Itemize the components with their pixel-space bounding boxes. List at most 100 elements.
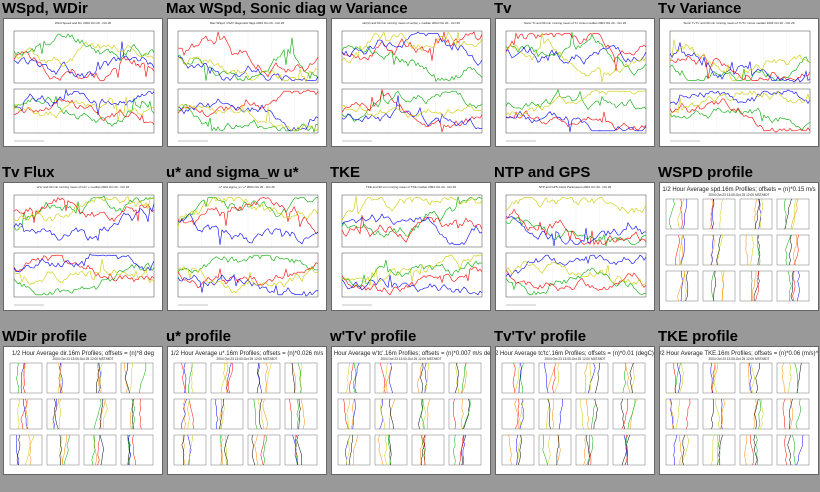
plot-caption: 1/2 Hour Average w'tc'.16m Profiles; off… xyxy=(332,351,490,357)
profile-subplot xyxy=(173,398,207,430)
profile-line xyxy=(417,362,423,394)
profile-line xyxy=(585,434,590,466)
profile-subplot xyxy=(776,198,810,230)
plot-thumbnail-link[interactable]: TKE and 90 min running mean of TKE media… xyxy=(331,182,491,311)
profile-line xyxy=(418,398,423,430)
profile-line xyxy=(263,434,268,466)
profile-line xyxy=(462,398,471,430)
profile-line xyxy=(346,434,351,465)
plot-thumbnail-link[interactable]: w'tv' and 90 min running mean of w'tv' +… xyxy=(3,182,163,311)
panel-title: Max WSpd, Sonic diag xyxy=(166,0,327,17)
series-line xyxy=(13,98,155,125)
profile-line xyxy=(795,398,802,430)
series-line xyxy=(505,254,647,278)
profile-line xyxy=(749,362,752,394)
profile-line xyxy=(462,434,465,466)
profile-line xyxy=(520,362,524,394)
profile-line xyxy=(621,434,630,466)
profile-line xyxy=(258,399,264,430)
series-line xyxy=(505,32,647,72)
profile-line xyxy=(719,198,724,230)
series-line xyxy=(13,197,155,224)
profile-line xyxy=(59,362,63,394)
profile-line xyxy=(677,198,685,230)
series-line xyxy=(13,97,155,121)
panel-title: Tv Flux xyxy=(2,164,55,181)
profile-subplot xyxy=(575,434,609,466)
profile-line xyxy=(627,398,636,430)
profile-line xyxy=(675,234,681,266)
plot-image: Max WSpd, CSAT diagnostic flags 2004 Oct… xyxy=(177,21,319,142)
profile-line xyxy=(350,398,355,430)
plot-thumbnail-link[interactable]: 1/2 Hour Average tc'tc'.16m Profiles; of… xyxy=(495,346,655,475)
profile-line xyxy=(225,362,229,394)
profile-line xyxy=(709,198,713,230)
panel-title: u* profile xyxy=(166,328,232,345)
profile-line xyxy=(748,362,751,394)
profile-line xyxy=(299,362,303,394)
series-line xyxy=(177,274,319,297)
series-line xyxy=(505,216,647,247)
plot-thumbnail-link[interactable]: NTP and GPS Clock Parameters 2004 Oct 20… xyxy=(495,182,655,311)
plot-image: var(w) and 90 min running mean of var(w)… xyxy=(341,21,483,142)
panel-tvtv-profile: Tv'Tv' profile 1/2 Hour Average tc'tc'.16… xyxy=(492,328,656,492)
profile-line xyxy=(424,362,428,394)
profile-line xyxy=(420,434,426,466)
profile-line xyxy=(352,398,356,430)
profile-line xyxy=(54,398,59,430)
panel-wdir-profile: WDir profile 1/2 Hour Average dir.16m Pro… xyxy=(0,328,164,492)
plot-thumbnail-link[interactable]: Sonic Tv and 90 min running mean of Tv m… xyxy=(495,18,655,147)
profile-line xyxy=(586,398,590,430)
series-line xyxy=(13,96,155,127)
plot-caption: Max WSpd, CSAT diagnostic flags 2004 Oct… xyxy=(210,21,285,25)
profile-line xyxy=(346,398,351,430)
profile-line xyxy=(679,434,683,465)
panel-title: Tv xyxy=(494,0,512,17)
plot-thumbnail-link[interactable]: Wind Speed and Dir, 2004 Oct 20 - Oct 26 xyxy=(3,18,163,147)
profile-line xyxy=(680,434,689,466)
profile-line xyxy=(455,362,459,394)
series-line xyxy=(13,41,155,67)
profile-line xyxy=(711,362,718,394)
plot-thumbnail-link[interactable]: var(w) and 90 min running mean of var(w)… xyxy=(331,18,491,147)
plot-caption: 1/2 Hour Average dir.16m Profiles; offse… xyxy=(12,351,154,357)
profile-line xyxy=(377,434,384,466)
profile-line xyxy=(461,362,467,394)
plot-thumbnail-link[interactable]: Sonic Tv'Tv' and 90 min running mean of … xyxy=(659,18,819,147)
profile-line xyxy=(673,434,678,466)
plot-thumbnail-link[interactable]: 1/2 Hour Average TKE.16m Profiles; offse… xyxy=(659,346,819,475)
profile-line xyxy=(354,362,360,394)
profile-line xyxy=(228,362,234,394)
profile-line xyxy=(215,398,219,430)
plot-thumbnail-link[interactable]: 1/2 Hour Average u*.16m Profiles; offset… xyxy=(167,346,327,475)
profile-line xyxy=(546,434,551,466)
profile-subplot xyxy=(612,398,646,430)
panel-ustar-sigma: u* and sigma_w u* u* and sigma_w / u* 200… xyxy=(164,164,328,328)
profile-line xyxy=(588,362,592,394)
profile-line xyxy=(512,362,516,394)
series-line xyxy=(505,110,647,133)
profile-line xyxy=(716,234,721,266)
profile-subplot xyxy=(739,434,773,466)
profile-subplot xyxy=(702,362,736,394)
profile-subplot xyxy=(411,434,445,466)
profile-line xyxy=(711,434,715,466)
plot-thumbnail-link[interactable]: 1/2 Hour Average spd.16m Profiles; offse… xyxy=(659,182,819,311)
profile-line xyxy=(547,398,551,430)
plot-thumbnail-link[interactable]: u* and sigma_w / u* 2004 Oct 20 - Oct 26 xyxy=(167,182,327,311)
plot-image: NTP and GPS Clock Parameters 2004 Oct 20… xyxy=(505,185,647,306)
profile-line xyxy=(787,434,792,466)
profile-line xyxy=(755,270,759,302)
plot-image: 1/2 Hour Average dir.16m Profiles; offse… xyxy=(9,351,154,466)
profile-line xyxy=(590,398,596,430)
profile-subplot xyxy=(83,434,117,466)
profile-line xyxy=(677,362,682,394)
plot-thumbnail-link[interactable]: 1/2 Hour Average dir.16m Profiles; offse… xyxy=(3,346,163,475)
profile-subplot xyxy=(9,434,43,466)
plot-caption: NTP and GPS Clock Parameters 2004 Oct 20… xyxy=(539,185,612,189)
plot-thumbnail-link[interactable]: 1/2 Hour Average w'tc'.16m Profiles; off… xyxy=(331,346,491,475)
series-line xyxy=(177,98,319,132)
plot-thumbnail-link[interactable]: Max WSpd, CSAT diagnostic flags 2004 Oct… xyxy=(167,18,327,147)
series-line xyxy=(505,110,647,131)
series-line xyxy=(669,56,811,81)
